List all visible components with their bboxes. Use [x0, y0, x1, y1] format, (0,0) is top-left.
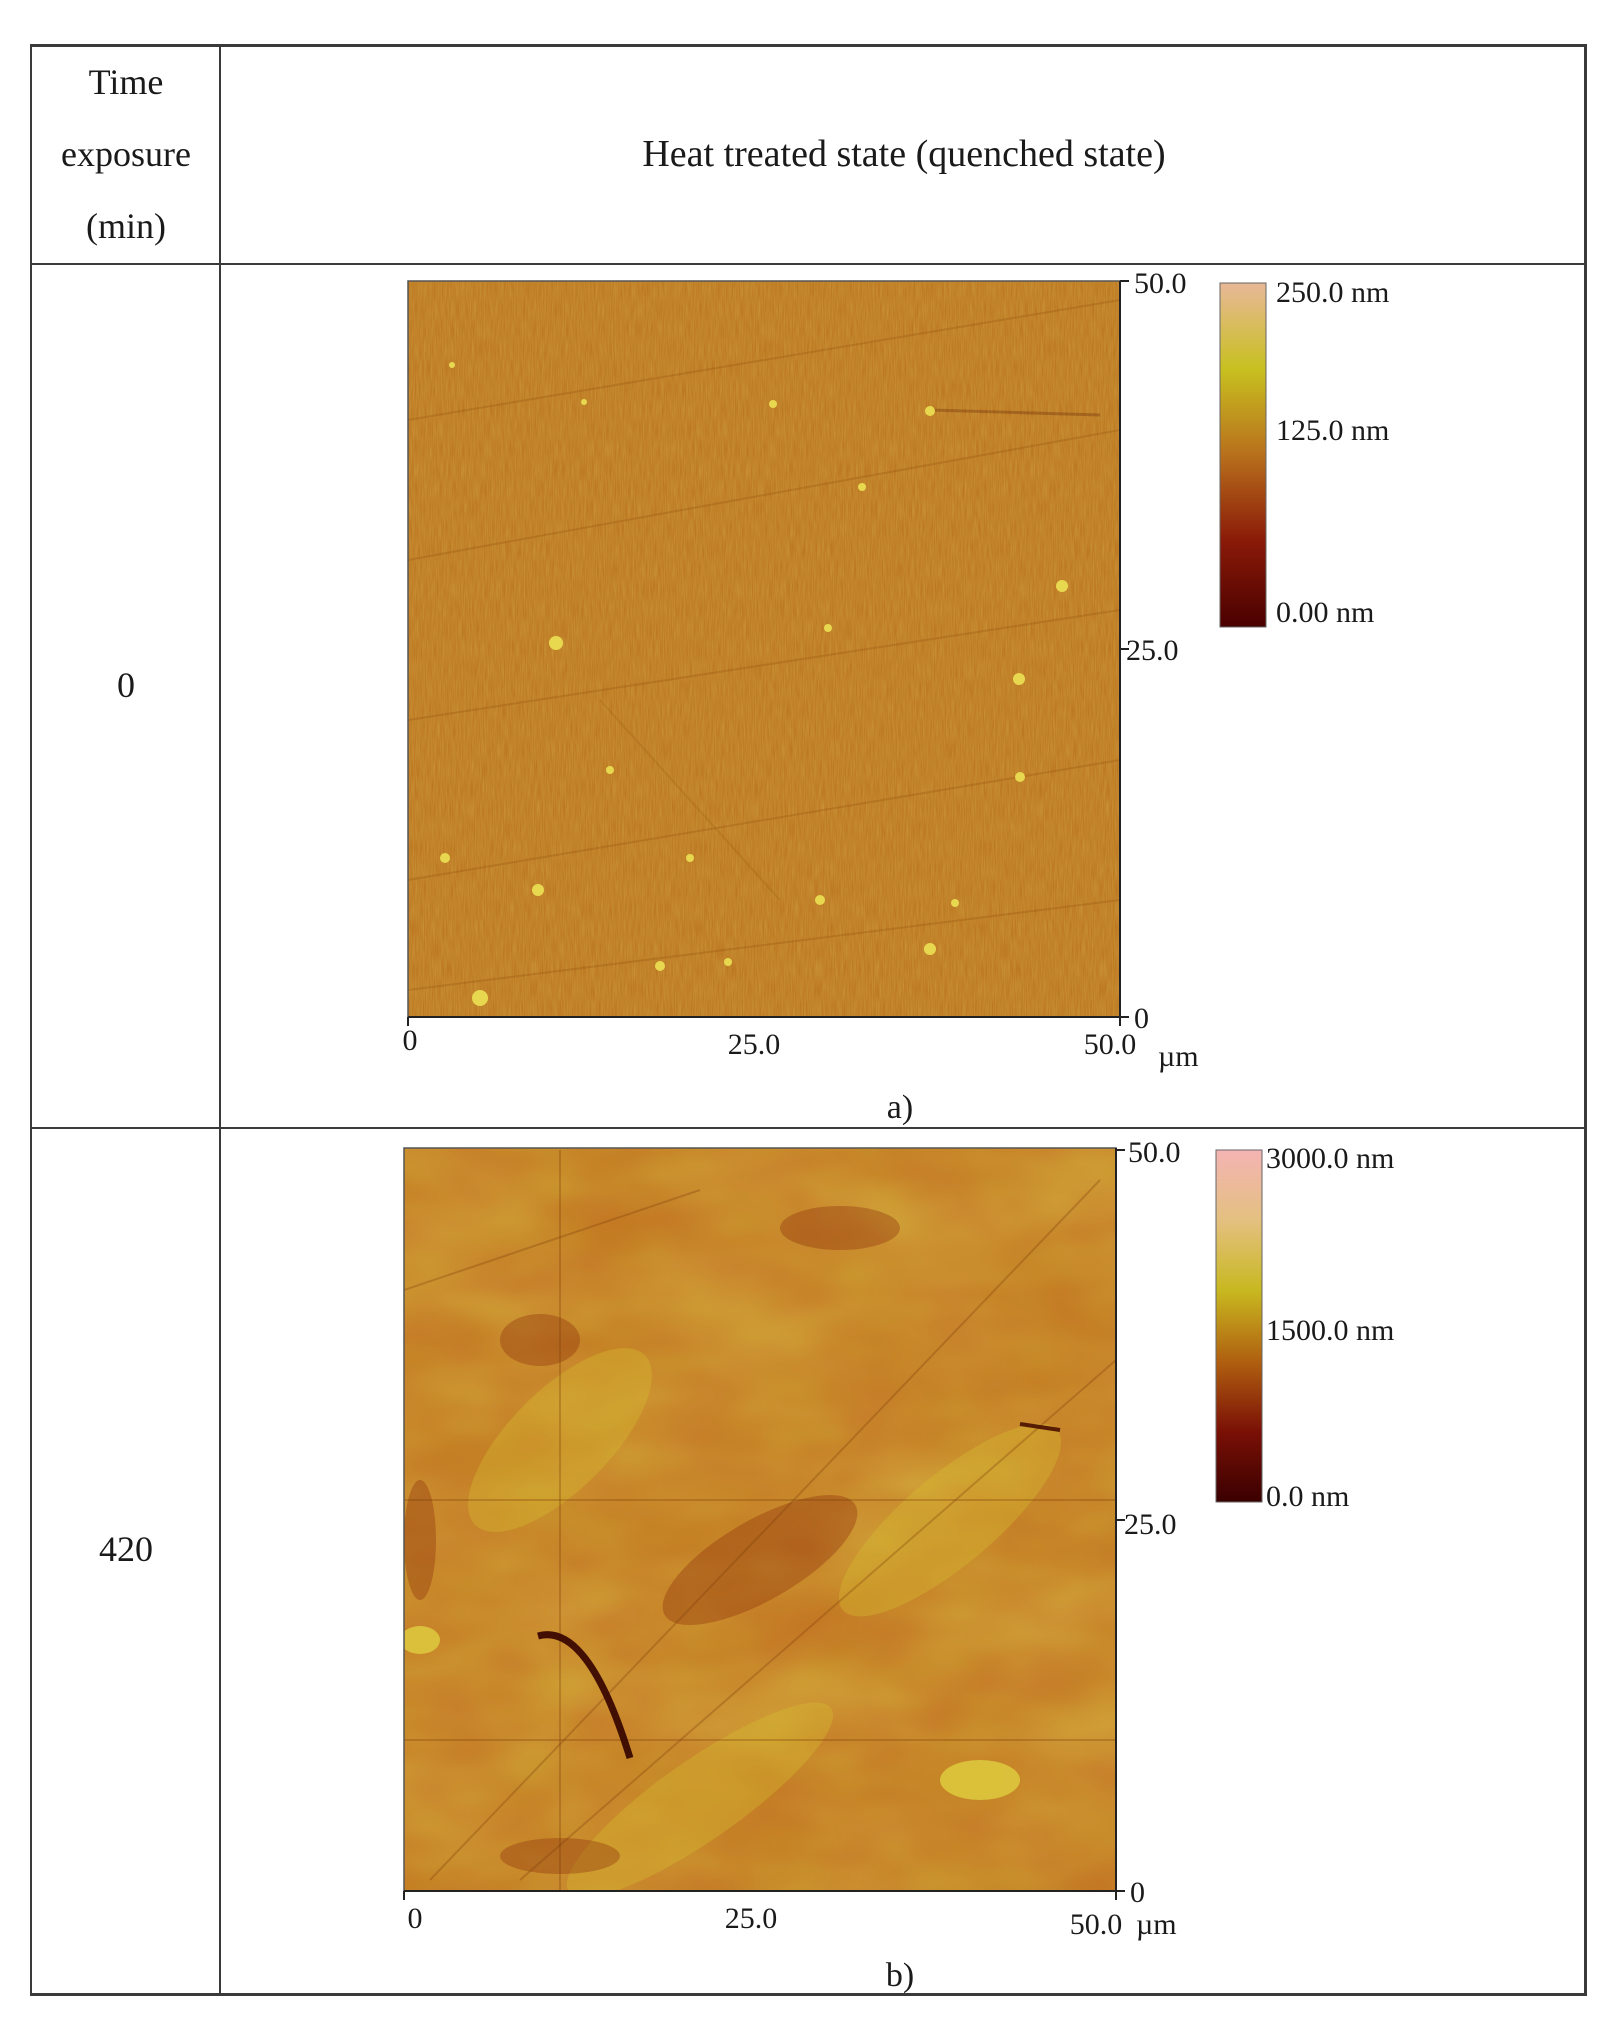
x-tick-b-25: 25.0 — [725, 1902, 778, 1935]
colorbar-b-label-min: 0.0 nm — [1266, 1480, 1349, 1513]
colorbar-a-label-mid: 125.0 nm — [1276, 414, 1389, 447]
y-tick-b-0: 0 — [1130, 1876, 1145, 1909]
map-b-scratches — [404, 1150, 1116, 1890]
table-border-bottom — [30, 1993, 1587, 1996]
header-time-line-2: exposure — [61, 134, 191, 174]
table-border-top — [30, 44, 1587, 47]
row-time-0: 0 — [117, 665, 135, 705]
map-a-particles — [440, 362, 1068, 1006]
x-tick-b-50: 50.0 — [1070, 1908, 1123, 1941]
header-time-line-1: Time — [88, 62, 164, 102]
y-tick-a-0: 0 — [1134, 1002, 1149, 1035]
afm-height-map-a — [408, 281, 1120, 1017]
x-unit-b: µm — [1136, 1908, 1177, 1941]
y-tick-b-50: 50.0 — [1128, 1136, 1181, 1169]
y-tick-a-25: 25.0 — [1126, 634, 1179, 667]
table-border-row-divider — [30, 1127, 1587, 1129]
header-time-line-3: (min) — [86, 206, 166, 246]
caption-b: b) — [886, 1957, 914, 1994]
axis-a — [407, 280, 1129, 1026]
map-b-dark-zones — [404, 1206, 900, 1874]
afm-height-map-b — [404, 1148, 1116, 1891]
y-tick-b-25: 25.0 — [1124, 1508, 1177, 1541]
x-tick-a-50: 50.0 — [1084, 1028, 1137, 1061]
colorbar-a — [1219, 282, 1267, 628]
axis-b — [403, 1148, 1125, 1900]
panel-b: 0 25.0 50.0 µm 50.0 25.0 0 3000.0 nm 150… — [403, 1136, 1394, 1994]
header-heat-treated-state: Heat treated state (quenched state) — [642, 133, 1166, 175]
x-tick-a-0: 0 — [403, 1024, 418, 1057]
table-border-left — [30, 44, 32, 1996]
x-unit-a: µm — [1158, 1040, 1199, 1073]
caption-a: a) — [887, 1089, 913, 1126]
row-time-420: 420 — [99, 1529, 153, 1569]
header-time-exposure: Time exposure (min) — [32, 44, 220, 264]
table-border-column-divider — [219, 44, 221, 1996]
colorbar-a-label-max: 250.0 nm — [1276, 276, 1389, 309]
map-a-scratches — [408, 299, 1120, 991]
x-tick-a-25: 25.0 — [728, 1028, 781, 1061]
colorbar-b-label-max: 3000.0 nm — [1266, 1142, 1394, 1175]
y-tick-a-50: 50.0 — [1134, 267, 1187, 300]
table-border-right — [1584, 44, 1587, 1996]
x-tick-b-0: 0 — [408, 1902, 423, 1935]
table-border-header-bottom — [30, 263, 1587, 265]
colorbar-b-label-mid: 1500.0 nm — [1266, 1314, 1394, 1347]
map-b-bright-bands — [404, 1348, 1062, 1891]
colorbar-b — [1215, 1149, 1263, 1503]
colorbar-a-label-min: 0.00 nm — [1276, 596, 1374, 629]
panel-a: 0 25.0 50.0 µm 50.0 25.0 0 250.0 nm 125.… — [403, 267, 1390, 1126]
